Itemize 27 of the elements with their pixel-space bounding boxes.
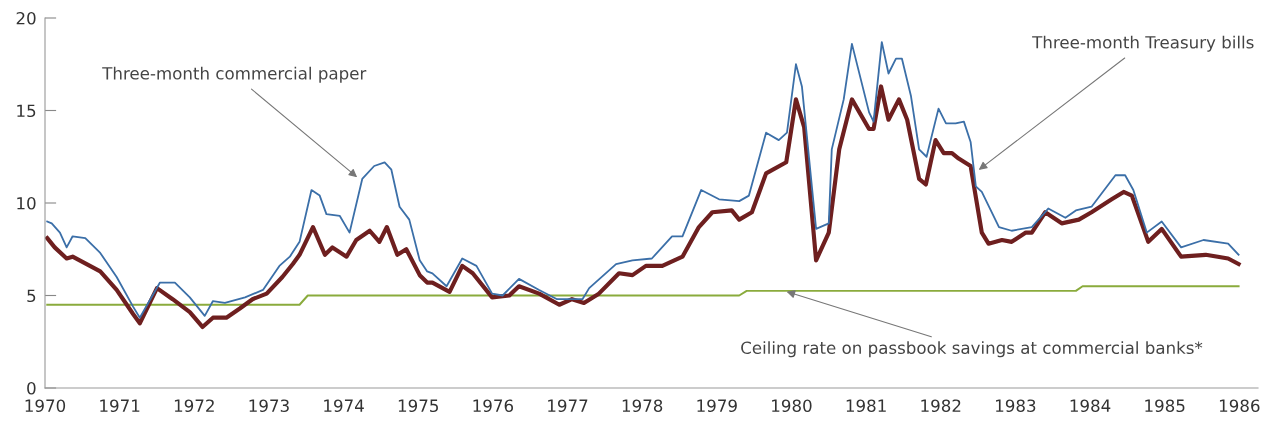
x-tick-label: 1979 (697, 399, 737, 413)
y-tick-label: 15 (17, 104, 36, 118)
x-tick-label: 1982 (921, 399, 961, 413)
x-tick-label: 1971 (100, 399, 140, 413)
x-tick-label: 1976 (473, 399, 514, 413)
x-tick-label: 1980 (772, 399, 812, 413)
x-tick-label: 1978 (622, 399, 663, 413)
x-tick-label: 1972 (174, 399, 214, 413)
annotation: Three-month Treasury bills (1032, 35, 1254, 52)
y-tick-label: 10 (17, 196, 36, 210)
annotation: Three-month commercial paper (102, 66, 367, 83)
y-tick-label: 20 (16, 11, 36, 25)
x-tick-label: 1985 (1145, 399, 1185, 413)
x-tick-label: 1986 (1219, 399, 1260, 413)
annotation: Ceiling rate on passbook savings at commercial banks* (741, 341, 1203, 358)
x-tick-label: 1981 (846, 399, 886, 413)
x-tick-label: 1973 (249, 399, 289, 413)
x-tick-label: 1975 (398, 399, 438, 413)
x-tick-label: 1970 (25, 399, 66, 413)
x-tick-label: 1984 (1070, 399, 1111, 413)
y-tick-label: 5 (27, 289, 36, 303)
line-series (46, 285, 1240, 306)
x-tick-label: 1977 (548, 399, 588, 413)
x-tick-label: 1974 (324, 399, 364, 413)
x-tick-label: 1983 (996, 399, 1036, 413)
y-tick-label: 0 (27, 381, 36, 395)
line-series (45, 84, 1241, 330)
